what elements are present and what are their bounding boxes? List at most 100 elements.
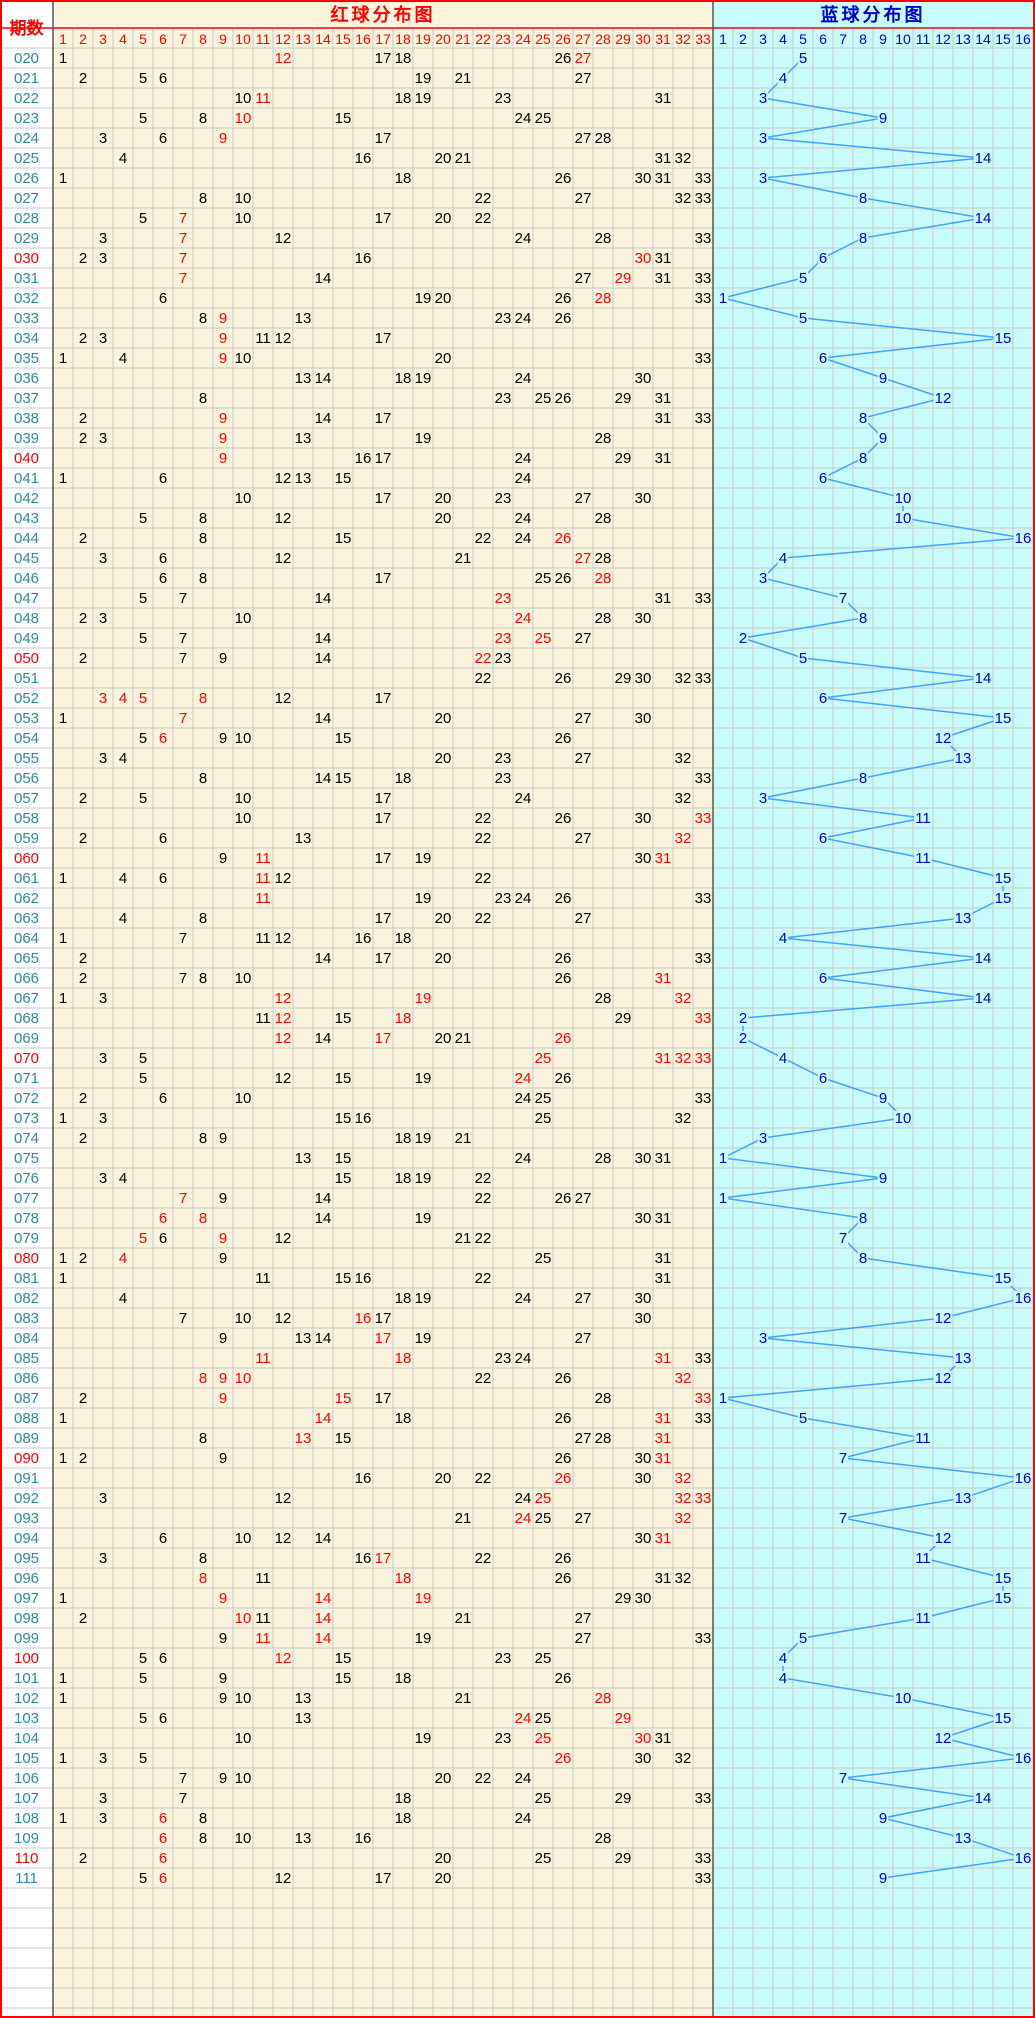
blue-ball-number: 9 — [879, 430, 887, 447]
red-ball-number: 33 — [695, 1390, 712, 1407]
period-header: 期数 — [10, 18, 45, 38]
period-label: 035 — [14, 350, 39, 367]
red-ball-number: 9 — [219, 1690, 227, 1707]
red-ball-number: 32 — [675, 750, 692, 767]
blue-ball-number: 15 — [995, 890, 1012, 907]
red-ball-number: 24 — [515, 110, 532, 127]
blue-number-backdrop — [857, 1251, 869, 1266]
red-ball-number: 8 — [199, 1570, 207, 1587]
blue-ball-number: 12 — [935, 1730, 952, 1747]
blue-number-backdrop — [857, 231, 869, 246]
red-ball-number: 3 — [99, 750, 107, 767]
red-ball-number: 31 — [655, 1350, 672, 1367]
blue-number-backdrop — [973, 151, 993, 166]
red-ball-number: 9 — [219, 1590, 227, 1607]
red-ball-number: 17 — [375, 850, 392, 867]
red-ball-number: 19 — [415, 1630, 432, 1647]
red-ball-number: 9 — [219, 850, 227, 867]
red-ball-number: 3 — [99, 690, 107, 707]
blue-ball-number: 14 — [975, 1790, 992, 1807]
red-ball-number: 31 — [655, 410, 672, 427]
red-ball-number: 30 — [635, 810, 652, 827]
period-label: 061 — [14, 870, 39, 887]
blue-ball-number: 8 — [859, 610, 867, 627]
blue-number-backdrop — [777, 931, 789, 946]
red-ball-number: 19 — [415, 1330, 432, 1347]
red-column-header: 10 — [235, 31, 251, 47]
blue-ball-number: 6 — [819, 830, 827, 847]
red-ball-number: 33 — [695, 590, 712, 607]
column-headers: 1 2 3 4 5 6 7 8 9 10 11 12 13 14 15 16 17 18 19 20 21 22 23 24 2… — [59, 31, 1031, 47]
red-ball-number: 27 — [575, 910, 592, 927]
period-label: 078 — [14, 1210, 39, 1227]
red-ball-number: 6 — [159, 290, 167, 307]
period-label: 072 — [14, 1090, 39, 1107]
red-ball-number: 14 — [315, 1610, 332, 1627]
red-ball-number: 13 — [295, 1830, 312, 1847]
red-ball-number: 30 — [635, 1450, 652, 1467]
red-ball-number: 26 — [555, 1670, 572, 1687]
blue-ball-number: 16 — [1015, 1470, 1032, 1487]
red-ball-number: 17 — [375, 1550, 392, 1567]
red-ball-number: 23 — [495, 630, 512, 647]
red-ball-number: 14 — [315, 710, 332, 727]
red-ball-number: 7 — [179, 1310, 187, 1327]
red-ball-number: 1 — [59, 870, 67, 887]
red-ball-number: 23 — [495, 490, 512, 507]
red-ball-number: 25 — [535, 110, 552, 127]
red-ball-number: 23 — [495, 1730, 512, 1747]
red-ball-number: 10 — [235, 1610, 252, 1627]
red-ball-number: 8 — [199, 1130, 207, 1147]
red-ball-number: 17 — [375, 810, 392, 827]
red-ball-number: 19 — [415, 1070, 432, 1087]
period-label: 084 — [14, 1330, 39, 1347]
red-ball-number: 9 — [219, 430, 227, 447]
blue-number-backdrop — [993, 871, 1013, 886]
red-ball-number: 30 — [635, 250, 652, 267]
red-ball-number: 15 — [335, 1070, 352, 1087]
blue-column-header: 12 — [935, 31, 951, 47]
red-ball-number: 26 — [555, 570, 572, 587]
blue-ball-number: 8 — [859, 230, 867, 247]
red-ball-number: 26 — [555, 50, 572, 67]
red-ball-number: 16 — [355, 1270, 372, 1287]
red-ball-number: 6 — [159, 470, 167, 487]
blue-ball-number: 3 — [759, 790, 767, 807]
red-ball-number: 30 — [635, 610, 652, 627]
blue-ball-number: 12 — [935, 1370, 952, 1387]
red-ball-number: 1 — [59, 710, 67, 727]
red-ball-number: 3 — [99, 1050, 107, 1067]
period-label: 038 — [14, 410, 39, 427]
red-ball-number: 19 — [415, 90, 432, 107]
red-column-header: 11 — [256, 31, 271, 47]
red-ball-number: 17 — [375, 1870, 392, 1887]
red-column-header: 7 — [179, 31, 187, 47]
period-label: 043 — [14, 510, 39, 527]
blue-number-backdrop — [914, 811, 932, 826]
red-ball-number: 17 — [375, 210, 392, 227]
blue-number-backdrop — [857, 771, 869, 786]
blue-number-backdrop — [717, 1391, 729, 1406]
blue-number-backdrop — [877, 1171, 889, 1186]
red-ball-number: 31 — [655, 970, 672, 987]
red-ball-number: 33 — [695, 1790, 712, 1807]
blue-number-backdrop — [797, 1631, 809, 1646]
period-label: 037 — [14, 390, 39, 407]
red-ball-number: 16 — [355, 250, 372, 267]
blue-number-backdrop — [717, 291, 729, 306]
period-label: 075 — [14, 1150, 39, 1167]
blue-ball-number: 6 — [819, 690, 827, 707]
red-ball-number: 23 — [495, 310, 512, 327]
blue-number-backdrop — [877, 1091, 889, 1106]
red-ball-number: 18 — [395, 1170, 412, 1187]
period-label: 032 — [14, 290, 39, 307]
red-ball-number: 32 — [675, 790, 692, 807]
red-ball-number: 9 — [219, 1190, 227, 1207]
blue-ball-number: 6 — [819, 970, 827, 987]
red-ball-number: 2 — [79, 970, 87, 987]
blue-ball-number: 10 — [895, 1690, 912, 1707]
period-label: 066 — [14, 970, 39, 987]
blue-ball-number: 8 — [859, 450, 867, 467]
red-ball-number: 25 — [535, 1490, 552, 1507]
red-ball-number: 24 — [515, 470, 532, 487]
